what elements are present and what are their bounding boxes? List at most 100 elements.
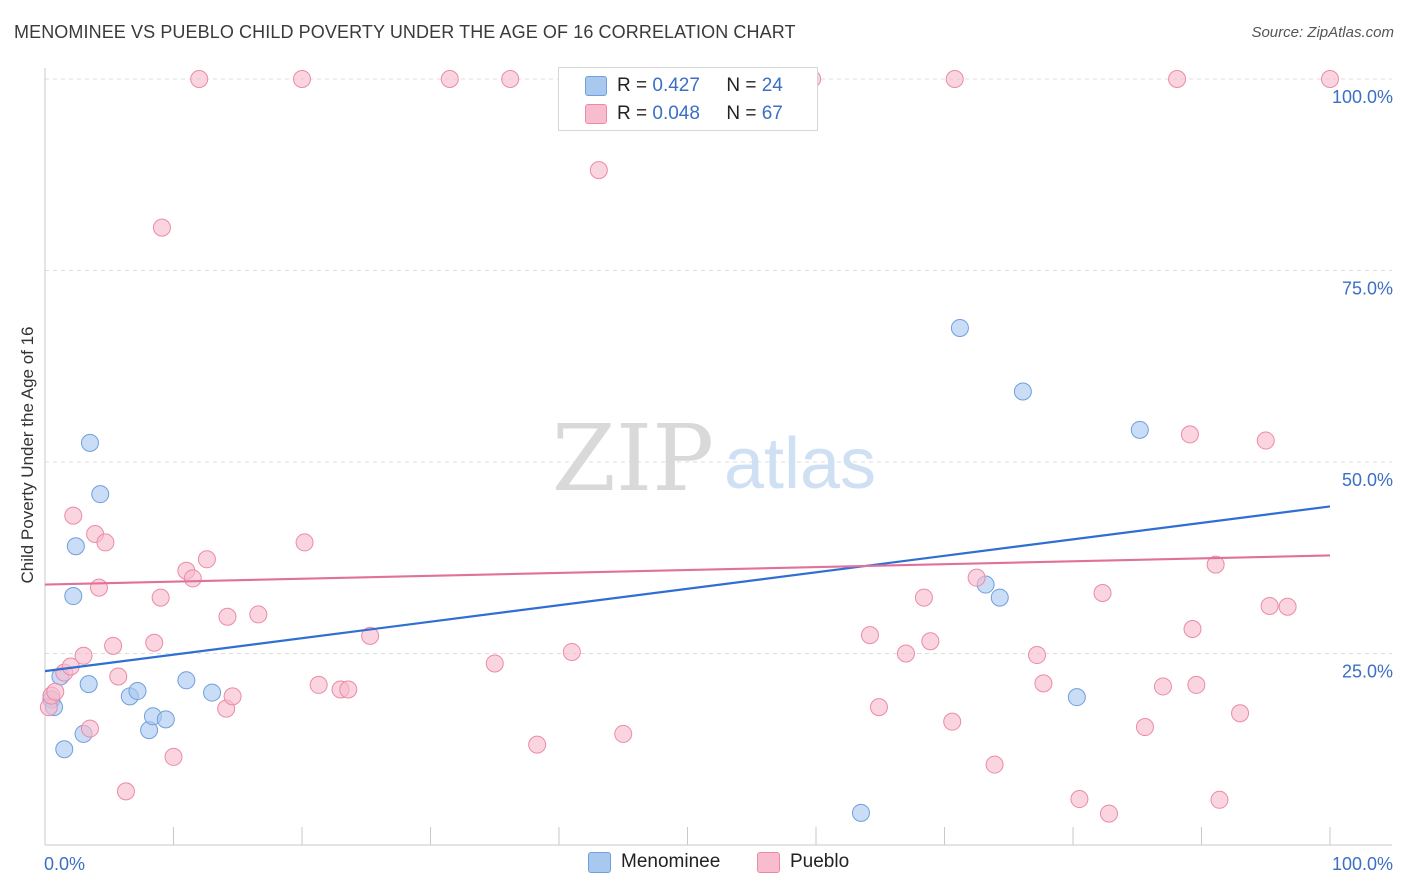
point-pueblo xyxy=(190,70,209,88)
legend-swatch-pueblo xyxy=(757,851,780,873)
point-pueblo xyxy=(440,70,459,88)
trend-line-pueblo xyxy=(44,554,1331,586)
n-label: N = xyxy=(726,103,757,124)
x-tick-label-start: 0.0% xyxy=(44,854,85,874)
watermark-zip: ZIP xyxy=(552,405,714,512)
legend-label-pueblo: Pueblo xyxy=(790,851,850,872)
point-pueblo xyxy=(562,642,581,661)
point-pueblo xyxy=(1321,70,1339,88)
point-menominee xyxy=(64,587,83,606)
data-points xyxy=(39,70,1339,823)
point-pueblo xyxy=(614,724,633,743)
point-pueblo xyxy=(116,782,135,801)
point-pueblo xyxy=(96,533,115,552)
point-pueblo xyxy=(943,712,962,731)
point-pueblo xyxy=(1034,674,1053,693)
legend-label-menominee: Menominee xyxy=(621,851,721,872)
n-value-menominee: 24 xyxy=(761,75,783,96)
x-tick-label-end: 100.0% xyxy=(1332,854,1393,874)
point-menominee xyxy=(128,682,147,701)
point-pueblo xyxy=(589,161,608,180)
point-pueblo xyxy=(145,633,164,652)
point-pueblo xyxy=(339,680,358,699)
correlation-legend: R = 0.427 N = 24 R = 0.048 N = 67 xyxy=(558,67,818,131)
trend-line-menominee xyxy=(44,505,1331,673)
point-pueblo xyxy=(1210,790,1229,809)
point-menominee xyxy=(55,740,74,759)
watermark-atlas: atlas xyxy=(724,424,876,504)
y-tick-label: 50.0% xyxy=(1342,470,1393,490)
point-pueblo xyxy=(183,569,202,588)
point-menominee xyxy=(1013,382,1032,401)
series-legend: Menominee Pueblo xyxy=(0,851,1406,877)
legend-item-pueblo[interactable]: Pueblo xyxy=(757,851,849,873)
point-pueblo xyxy=(1028,646,1047,665)
chart-title: MENOMINEE VS PUEBLO CHILD POVERTY UNDER … xyxy=(14,22,796,42)
point-pueblo xyxy=(89,578,108,597)
r-label: R = xyxy=(617,103,648,124)
point-pueblo xyxy=(361,626,380,645)
y-tick-label: 75.0% xyxy=(1342,279,1393,299)
axes xyxy=(44,68,1392,846)
point-pueblo xyxy=(945,70,964,88)
point-pueblo xyxy=(109,667,128,686)
point-pueblo xyxy=(1231,704,1250,723)
point-pueblo xyxy=(223,687,242,706)
point-pueblo xyxy=(1183,619,1202,638)
point-pueblo xyxy=(869,698,888,717)
point-menominee xyxy=(851,803,870,822)
point-menominee xyxy=(66,537,85,556)
point-menominee xyxy=(203,683,222,702)
point-pueblo xyxy=(1187,675,1206,694)
point-pueblo xyxy=(860,626,879,645)
point-menominee xyxy=(1067,688,1086,707)
r-value-menominee: 0.427 xyxy=(652,75,700,96)
point-pueblo xyxy=(921,632,940,651)
point-pueblo xyxy=(293,70,311,88)
point-pueblo xyxy=(985,755,1004,774)
point-pueblo xyxy=(218,607,237,626)
point-pueblo xyxy=(46,682,65,701)
point-pueblo xyxy=(896,644,915,663)
point-pueblo xyxy=(1168,70,1187,88)
point-pueblo xyxy=(295,533,314,552)
point-pueblo xyxy=(1070,790,1089,809)
point-pueblo xyxy=(151,588,170,607)
point-pueblo xyxy=(1206,555,1225,574)
point-pueblo xyxy=(74,646,93,665)
point-pueblo xyxy=(1135,718,1154,737)
point-pueblo xyxy=(309,675,328,694)
source-label: Source: ZipAtlas.com xyxy=(1251,24,1394,41)
watermark: ZIP atlas xyxy=(552,405,876,512)
point-pueblo xyxy=(152,218,171,237)
y-tick-label: 100.0% xyxy=(1332,87,1393,107)
legend-swatch-menominee xyxy=(585,76,607,96)
point-pueblo xyxy=(528,735,547,754)
point-pueblo xyxy=(104,636,123,655)
legend-item-menominee[interactable]: Menominee xyxy=(588,851,720,873)
n-label: N = xyxy=(726,75,757,96)
legend-swatch-pueblo xyxy=(585,104,607,124)
point-menominee xyxy=(91,485,110,504)
r-label: R = xyxy=(617,75,648,96)
n-value-pueblo: 67 xyxy=(761,103,783,124)
point-pueblo xyxy=(914,588,933,607)
grid-lines xyxy=(45,78,1392,654)
point-pueblo xyxy=(164,747,183,766)
point-pueblo xyxy=(967,568,986,587)
point-pueblo xyxy=(1180,425,1199,444)
point-menominee xyxy=(79,675,98,694)
point-pueblo xyxy=(249,605,268,624)
point-pueblo xyxy=(1099,804,1118,823)
point-pueblo xyxy=(485,654,504,673)
y-tick-label: 25.0% xyxy=(1342,662,1393,682)
point-pueblo xyxy=(197,550,216,569)
point-menominee xyxy=(80,433,99,452)
point-pueblo xyxy=(501,70,520,88)
point-pueblo xyxy=(80,719,99,738)
point-menominee xyxy=(177,671,196,690)
r-value-pueblo: 0.048 xyxy=(652,103,700,124)
point-pueblo xyxy=(1260,597,1279,616)
trend-lines xyxy=(44,505,1331,673)
